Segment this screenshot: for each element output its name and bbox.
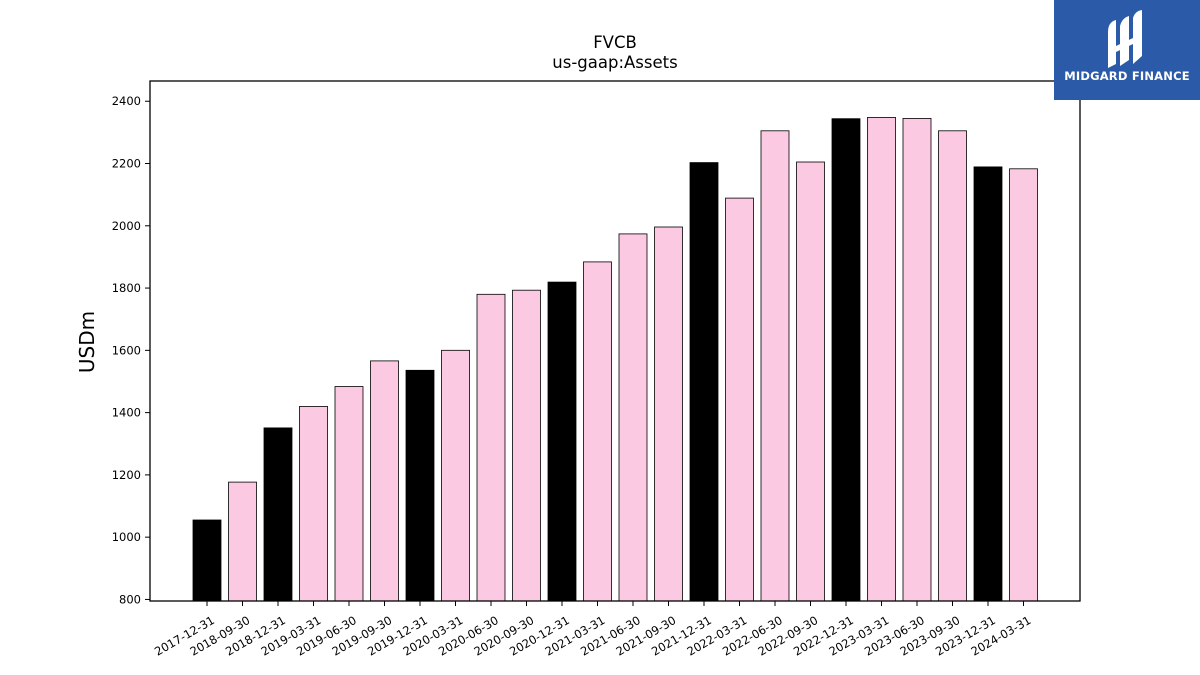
bar-2020-06-30	[476, 293, 506, 602]
bar-2018-12-31	[263, 427, 293, 602]
y-tick-label: 2000	[112, 219, 141, 233]
bar-2022-12-31	[831, 118, 861, 602]
plot-frame	[149, 80, 1081, 602]
bar-2024-03-31	[1009, 168, 1038, 602]
bar-2023-06-30	[902, 118, 932, 602]
bar-2021-06-30	[618, 233, 648, 602]
y-tick-label: 800	[119, 592, 141, 606]
bar-2021-12-31	[689, 162, 719, 602]
bar-2020-03-31	[441, 349, 470, 602]
bar-2023-09-30	[938, 130, 967, 602]
bars-group	[192, 117, 1038, 602]
bar-2023-03-31	[867, 117, 896, 602]
x-ticks-group: 2017-12-312018-09-302018-12-312019-03-31…	[152, 601, 1033, 659]
midgard-finance-logo: MIDGARD FINANCE	[1054, 0, 1200, 100]
bar-2022-06-30	[760, 130, 790, 602]
bar-2022-09-30	[796, 161, 825, 602]
bar-2019-03-31	[299, 405, 328, 602]
bar-2017-12-31	[192, 519, 222, 602]
bar-2019-06-30	[334, 386, 364, 602]
y-tick-label: 1000	[112, 530, 141, 544]
y-tick-label: 2200	[112, 157, 141, 171]
bar-2019-09-30	[370, 360, 399, 602]
bar-2021-03-31	[583, 261, 612, 602]
bar-2018-09-30	[228, 481, 257, 602]
y-tick-label: 1600	[112, 343, 141, 357]
y-tick-label: 1800	[112, 281, 141, 295]
chart-title: FVCB	[593, 33, 637, 52]
midgard-logo-icon	[1108, 10, 1142, 68]
chart-subtitle: us-gaap:Assets	[552, 53, 677, 72]
bar-2022-03-31	[725, 197, 754, 602]
bar-2019-12-31	[405, 369, 435, 602]
logo-text: MIDGARD FINANCE	[1064, 69, 1190, 83]
y-axis-label: USDm	[75, 311, 99, 373]
bar-2020-12-31	[547, 281, 577, 602]
y-ticks-group: 800 1000 1200 1400 1600 1800 2000 2200 2400	[112, 94, 150, 606]
y-tick-label: 1200	[112, 468, 141, 482]
bar-2023-12-31	[973, 166, 1003, 602]
y-tick-label: 1400	[112, 406, 141, 420]
bar-2020-09-30	[512, 289, 541, 602]
bar-2021-09-30	[654, 226, 683, 602]
y-tick-label: 2400	[112, 94, 141, 108]
